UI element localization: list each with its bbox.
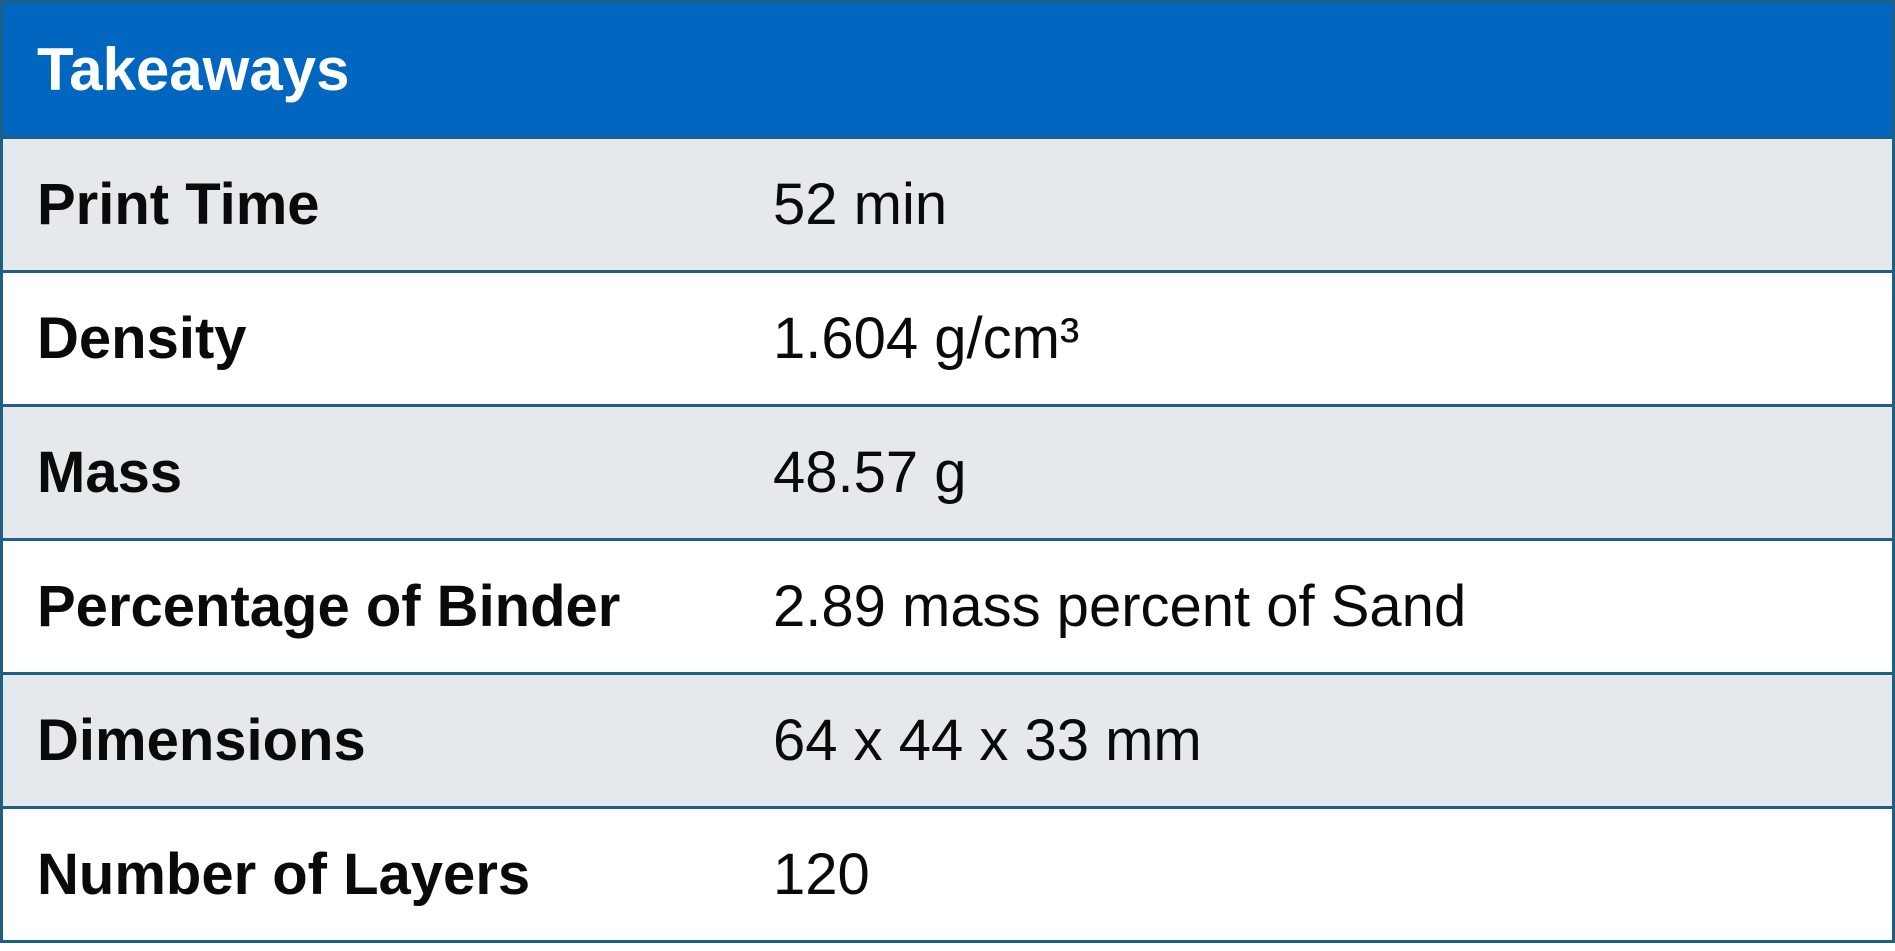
row-value: 64 x 44 x 33 mm — [773, 708, 1202, 773]
row-label: Dimensions — [37, 708, 366, 773]
table-row-mass: Mass 48.57 g — [3, 407, 1892, 541]
row-value: 52 min — [773, 172, 948, 237]
table-title: Takeaways — [37, 36, 350, 103]
table-row-number-of-layers: Number of Layers 120 — [3, 809, 1892, 940]
table-row-density: Density 1.604 g/cm³ — [3, 273, 1892, 407]
table-row-binder-percentage: Percentage of Binder 2.89 mass percent o… — [3, 541, 1892, 675]
row-label: Print Time — [37, 172, 320, 237]
row-label: Number of Layers — [37, 842, 531, 907]
row-label: Percentage of Binder — [37, 574, 621, 639]
row-value: 48.57 g — [773, 440, 967, 505]
row-value: 120 — [773, 842, 870, 907]
table-row-dimensions: Dimensions 64 x 44 x 33 mm — [3, 675, 1892, 809]
row-value: 2.89 mass percent of Sand — [773, 574, 1467, 639]
row-value: 1.604 g/cm³ — [773, 306, 1080, 371]
row-label: Mass — [37, 440, 183, 505]
row-label: Density — [37, 306, 247, 371]
table-header: Takeaways — [3, 3, 1892, 139]
table-row-print-time: Print Time 52 min — [3, 139, 1892, 273]
